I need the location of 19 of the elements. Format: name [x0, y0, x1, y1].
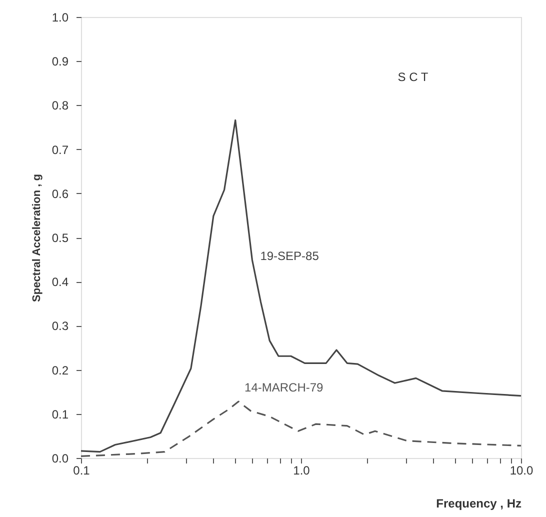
x-axis-title: Frequency , Hz — [436, 496, 522, 510]
y-tick-label: 1.0 — [52, 10, 69, 24]
x-tick-label: 1.0 — [293, 464, 310, 478]
y-tick-label: 0.3 — [52, 319, 69, 334]
y-tick-label: 0.2 — [52, 363, 69, 378]
series-label: 19-SEP-85 — [260, 248, 320, 263]
y-tick-label: 0.8 — [52, 98, 69, 113]
y-axis-title: Spectral Acceleration , g — [30, 174, 43, 302]
y-tick-label: 0.7 — [52, 142, 69, 157]
y-tick-label: 0.6 — [52, 186, 69, 201]
y-tick-label: 0.0 — [52, 452, 69, 466]
y-tick-label: 0.5 — [52, 231, 69, 245]
y-tick-label: 0.1 — [52, 407, 69, 422]
x-tick-label: 10.0 — [510, 464, 534, 478]
x-tick-label: 0.1 — [73, 464, 90, 478]
y-tick-label: 0.4 — [52, 275, 69, 290]
series-label: 14-MARCH-79 — [244, 380, 324, 395]
y-tick-label: 0.9 — [52, 54, 69, 69]
annotation: S C T — [398, 70, 429, 84]
